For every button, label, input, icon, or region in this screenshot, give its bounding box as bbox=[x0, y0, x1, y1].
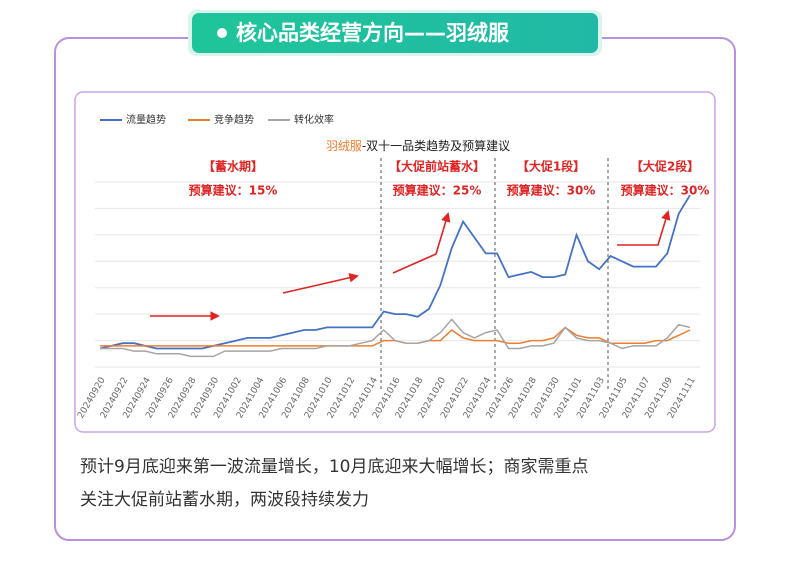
series-line bbox=[100, 318, 691, 358]
legend-label: 转化效率 bbox=[294, 113, 334, 126]
header-title: 核心品类经营方向——羽绒服 bbox=[236, 21, 510, 45]
arrow bbox=[617, 210, 671, 246]
chart-title: 羽绒服-双十一品类趋势及预算建议 bbox=[326, 138, 510, 153]
phase-budget: 预算建议：25% bbox=[393, 183, 482, 198]
caption-line: 关注大促前站蓄水期，两波段持续发力 bbox=[80, 490, 369, 510]
chart-frame bbox=[74, 91, 716, 433]
arrow bbox=[282, 273, 359, 294]
phase-label: 【大促2段】 bbox=[631, 159, 699, 174]
legend-label: 竞争趋势 bbox=[214, 113, 254, 126]
header-badge bbox=[192, 13, 598, 53]
phase-budget: 预算建议：30% bbox=[507, 183, 596, 198]
phase-label: 【大促1段】 bbox=[517, 159, 585, 174]
title-rest: -双十一品类趋势及预算建议 bbox=[362, 138, 510, 153]
phase-budget: 预算建议：30% bbox=[621, 183, 710, 198]
caption-line: 预计9月底迎来第一波流量增长，10月底迎来大幅增长；商家需重点 bbox=[80, 457, 588, 477]
legend-label: 流量趋势 bbox=[126, 113, 166, 126]
phase-budget: 预算建议：15% bbox=[189, 183, 278, 198]
series-line bbox=[99, 194, 691, 350]
arrows bbox=[150, 210, 671, 321]
header-dot bbox=[217, 28, 227, 38]
title-highlight: 羽绒服 bbox=[326, 139, 362, 153]
arrow bbox=[392, 212, 451, 274]
phase-label: 【大促前站蓄水】 bbox=[389, 159, 485, 174]
phase-label: 【蓄水期】 bbox=[203, 159, 263, 174]
